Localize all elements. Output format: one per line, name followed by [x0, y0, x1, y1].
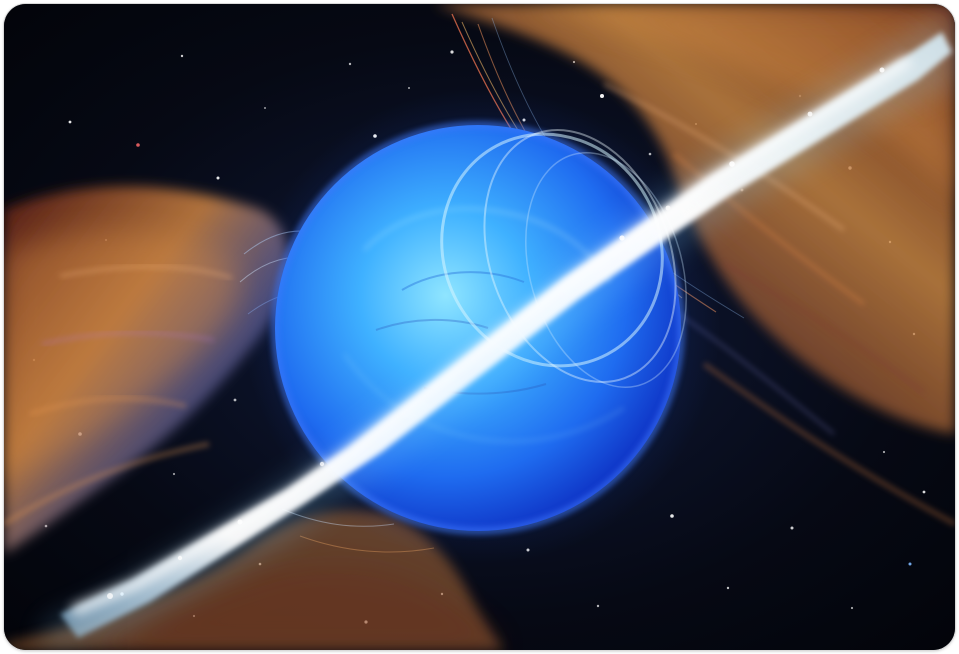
space-scene	[4, 4, 955, 650]
left-nebula	[4, 186, 289, 554]
image-frame	[4, 4, 955, 650]
polar-jet	[44, 10, 955, 650]
jet-sparkles	[107, 67, 885, 599]
